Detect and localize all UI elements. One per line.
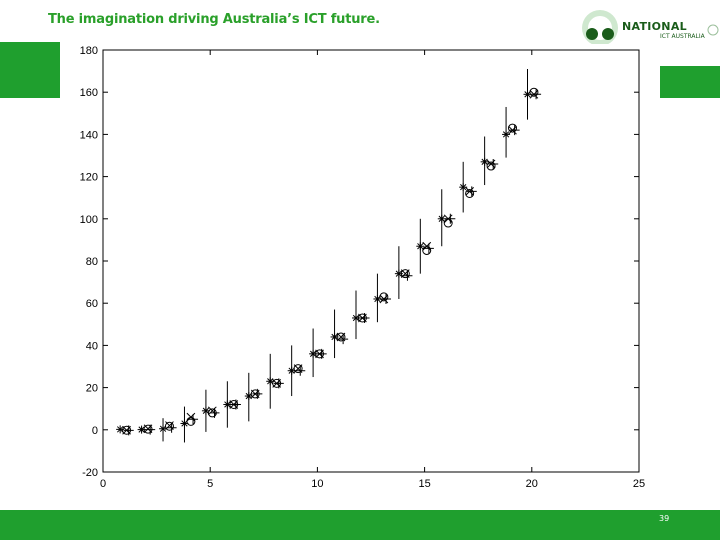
y-tick-label: 160: [80, 87, 98, 99]
star-point: [223, 400, 232, 409]
cross-point: [143, 424, 153, 434]
y-tick-label: 0: [92, 425, 98, 437]
plus-point: [509, 125, 520, 136]
y-tick-label: 140: [80, 129, 98, 141]
circle-point: [400, 269, 410, 279]
star-point: [201, 406, 210, 415]
left-accent-block: [0, 42, 60, 98]
plus-point: [166, 422, 177, 433]
y-tick-label: 60: [86, 298, 98, 310]
circle-point: [164, 421, 174, 431]
circle-point: [529, 87, 539, 97]
nicta-logo: [582, 10, 719, 44]
x-tick-label: 0: [100, 478, 106, 490]
plus-point: [230, 399, 241, 410]
plus-point: [466, 186, 477, 197]
plus-point: [359, 312, 370, 323]
circle-point: [293, 364, 303, 374]
plus-point: [445, 213, 456, 224]
cross-point: [293, 364, 303, 373]
plus-point: [273, 378, 284, 389]
y-tick-label: 100: [80, 214, 98, 226]
plus-point: [338, 334, 349, 345]
plus-point: [145, 424, 156, 435]
y-tick-label: 180: [80, 45, 98, 57]
plus-point: [402, 270, 413, 281]
star-point: [180, 419, 189, 428]
star-point: [437, 214, 446, 223]
plot-area: [102, 49, 640, 473]
plus-point: [252, 388, 263, 399]
logo-wordmark: NATIONAL: [622, 20, 687, 33]
page-number: 39: [659, 514, 670, 523]
circle-point: [379, 292, 389, 302]
star-point: [373, 294, 382, 303]
x-tick-label: 10: [311, 478, 323, 490]
plus-point: [295, 365, 306, 376]
cross-point: [336, 332, 346, 342]
plus-point: [381, 293, 392, 304]
star-point: [480, 157, 489, 166]
cross-point: [186, 412, 196, 422]
star-point: [159, 424, 168, 433]
footer-bar: [0, 510, 720, 540]
logo-subtext: ICT AUSTRALIA: [660, 33, 705, 40]
x-tick-label: 25: [633, 478, 645, 490]
x-tick-label: 20: [526, 478, 538, 490]
star-point: [244, 392, 253, 401]
plus-point: [531, 89, 542, 100]
star-point: [351, 313, 360, 322]
circle-point: [508, 123, 518, 133]
y-tick-label: 40: [86, 340, 98, 352]
plus-point: [209, 407, 220, 418]
plus-point: [188, 414, 199, 425]
star-point: [416, 242, 425, 251]
plus-point: [123, 425, 134, 436]
y-tick-label: -20: [82, 467, 98, 479]
plus-point: [488, 158, 499, 169]
header-tagline: The imagination driving Australia’s ICT …: [48, 12, 380, 27]
x-tick-label: 5: [207, 478, 213, 490]
cross-point: [165, 421, 174, 430]
right-accent-block: [660, 66, 720, 98]
circle-point: [336, 332, 346, 342]
x-tick-label: 15: [418, 478, 430, 490]
circle-point: [465, 188, 475, 198]
cross-point: [400, 269, 410, 279]
plus-point: [423, 243, 434, 254]
circle-point: [486, 161, 496, 171]
plus-point: [316, 348, 327, 359]
y-tick-label: 120: [80, 172, 98, 184]
y-tick-label: 20: [86, 383, 98, 395]
cross-point: [207, 406, 217, 416]
cross-point: [422, 241, 432, 251]
y-tick-label: 80: [86, 256, 98, 268]
